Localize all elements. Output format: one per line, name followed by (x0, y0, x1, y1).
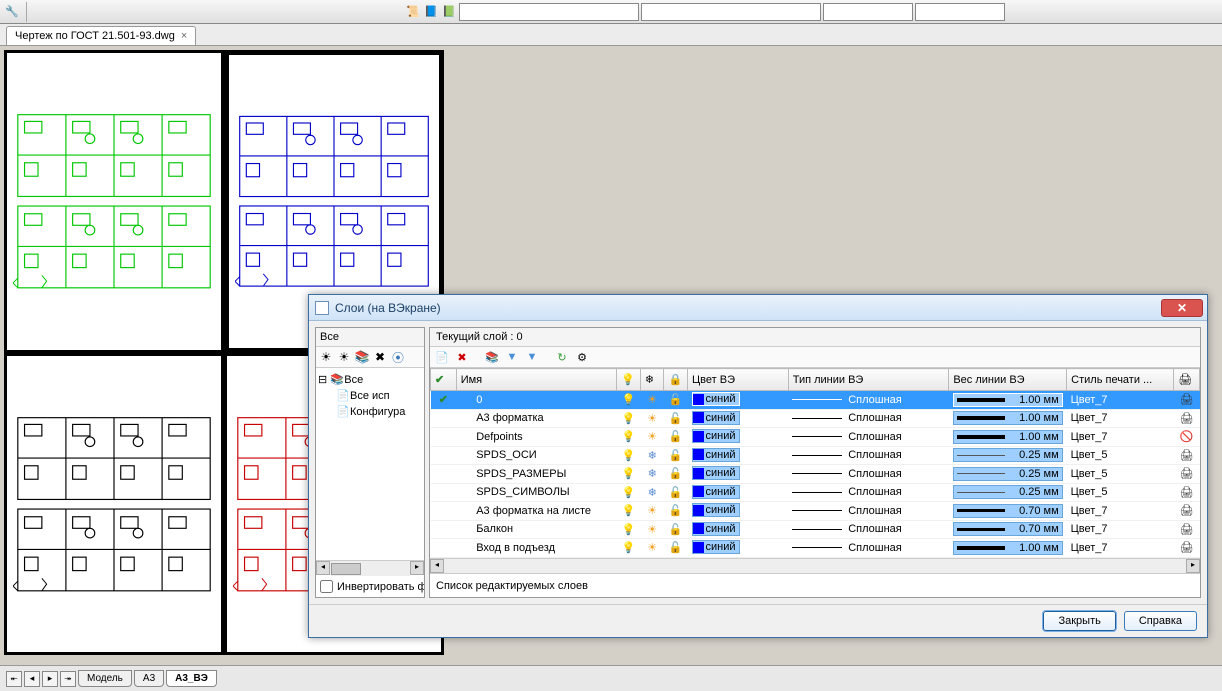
layer-row[interactable]: Балкон 💡 ☀ 🔓 синий Сплошная 0.70 мм Цвет… (431, 520, 1200, 539)
layer-note: Список редактируемых слоев (430, 573, 1200, 598)
layer-row[interactable]: А3 форматка на листе 💡 ☀ 🔓 синий Сплошна… (431, 502, 1200, 521)
layer-hscroll[interactable]: ◂▸ (430, 558, 1200, 573)
filter-header: Все (316, 328, 424, 347)
close-tab-icon[interactable]: × (181, 30, 187, 42)
top-toolbar: 🔧 📜 📘 📗 (0, 0, 1222, 24)
settings-icon[interactable]: ⚙ (574, 349, 590, 365)
layer-icon-1[interactable]: 📜 (405, 3, 421, 21)
tree-child-1[interactable]: Конфигура (350, 406, 405, 418)
tool-icon[interactable]: 🔧 (4, 3, 20, 21)
col-print[interactable]: 🖨 (1174, 369, 1200, 391)
new-filter-icon[interactable]: ☀ (318, 349, 334, 365)
layers-dialog: Слои (на ВЭкране) ✕ Все ☀ ☀ 📚 ✖ ⦿ ⊟ 📚Все… (308, 294, 1208, 638)
layer-row[interactable]: А3 форматка 💡 ☀ 🔓 синий Сплошная 1.00 мм… (431, 409, 1200, 428)
close-button[interactable]: Закрыть (1043, 611, 1115, 631)
new-group-icon[interactable]: ☀ (336, 349, 352, 365)
nav-prev[interactable]: ◂ (24, 671, 40, 687)
col-current[interactable]: ✔ (431, 369, 457, 391)
field-2[interactable] (641, 3, 821, 21)
dialog-icon (315, 301, 329, 315)
layer-icon-2[interactable]: 📘 (423, 3, 439, 21)
invert-label: Инвертировать ф (337, 581, 424, 593)
help-button[interactable]: Справка (1124, 611, 1197, 631)
filter-icon[interactable]: ▼ (504, 349, 520, 365)
new-layer-icon[interactable]: 📄 (434, 349, 450, 365)
filter2-icon[interactable]: ▼ (524, 349, 540, 365)
nav-next[interactable]: ▸ (42, 671, 58, 687)
file-tabs: Чертеж по ГОСТ 21.501-93.dwg × (0, 24, 1222, 46)
tree-child-0[interactable]: Все исп (350, 390, 390, 402)
layer-row[interactable]: SPDS_РАЗМЕРЫ 💡 ❄ 🔓 синий Сплошная 0.25 м… (431, 465, 1200, 484)
col-lock[interactable]: 🔒 (664, 369, 688, 391)
layer-states-icon[interactable]: 📚 (354, 349, 370, 365)
dialog-titlebar[interactable]: Слои (на ВЭкране) ✕ (309, 295, 1207, 321)
file-tab-label: Чертеж по ГОСТ 21.501-93.dwg (15, 30, 175, 42)
current-layer-status: Текущий слой : 0 (430, 328, 1200, 347)
layer-row[interactable]: Defpoints 💡 ☀ 🔓 синий Сплошная 1.00 мм Ц… (431, 428, 1200, 447)
dialog-footer: Закрыть Справка (309, 604, 1207, 637)
dialog-close-button[interactable]: ✕ (1161, 299, 1203, 317)
viewport-0[interactable] (6, 52, 222, 351)
layer-toolbar: 📄 ✖ 📚 ▼ ▼ ↻ ⚙ (430, 347, 1200, 368)
field-3[interactable] (823, 3, 913, 21)
col-name[interactable]: Имя (456, 369, 617, 391)
layer-list-panel: Текущий слой : 0 📄 ✖ 📚 ▼ ▼ ↻ ⚙ ✔ Имя 💡 (429, 327, 1201, 598)
filter-panel: Все ☀ ☀ 📚 ✖ ⦿ ⊟ 📚Все 📄Все исп 📄Конфигура… (315, 327, 425, 598)
file-tab[interactable]: Чертеж по ГОСТ 21.501-93.dwg × (6, 26, 196, 45)
layer-table: ✔ Имя 💡 ❄ 🔒 Цвет ВЭ Тип линии ВЭ Вес лин… (430, 368, 1200, 558)
filter-tree[interactable]: ⊟ 📚Все 📄Все исп 📄Конфигура (316, 368, 424, 560)
refresh-icon[interactable]: ↻ (554, 349, 570, 365)
field-1[interactable] (459, 3, 639, 21)
tab-a3-ve[interactable]: А3_ВЭ (166, 670, 217, 687)
col-on[interactable]: 💡 (617, 369, 641, 391)
dialog-title: Слои (на ВЭкране) (335, 301, 1161, 315)
viewport-2[interactable] (6, 355, 222, 654)
invert-filter[interactable]: Инвертировать ф (316, 576, 424, 597)
layer-row[interactable]: ✔ 0 💡 ☀ 🔓 синий Сплошная 1.00 мм Цвет_7 … (431, 391, 1200, 410)
field-4[interactable] (915, 3, 1005, 21)
layer-row[interactable]: SPDS_ОСИ 💡 ❄ 🔓 синий Сплошная 0.25 мм Цв… (431, 446, 1200, 465)
tab-a3[interactable]: А3 (134, 670, 164, 687)
nav-first[interactable]: ⯬ (6, 671, 22, 687)
layer-row[interactable]: SPDS_СИМВОЛЫ 💡 ❄ 🔓 синий Сплошная 0.25 м… (431, 483, 1200, 502)
col-color[interactable]: Цвет ВЭ (688, 369, 789, 391)
tab-model[interactable]: Модель (78, 670, 132, 687)
nav-last[interactable]: ⯮ (60, 671, 76, 687)
refresh-filter-icon[interactable]: ⦿ (390, 349, 406, 365)
filter-toolbar: ☀ ☀ 📚 ✖ ⦿ (316, 347, 424, 368)
layer-icon-3[interactable]: 📗 (441, 3, 457, 21)
col-pstyle[interactable]: Стиль печати ... (1067, 369, 1174, 391)
delete-filter-icon[interactable]: ✖ (372, 349, 388, 365)
filter-hscroll[interactable]: ◂▸ (316, 560, 424, 576)
tree-root[interactable]: Все (344, 374, 363, 386)
col-lweight[interactable]: Вес линии ВЭ (949, 369, 1067, 391)
freeze-icon[interactable]: 📚 (484, 349, 500, 365)
invert-checkbox[interactable] (320, 580, 333, 593)
layer-row[interactable]: Вход в подъезд 💡 ☀ 🔓 синий Сплошная 1.00… (431, 539, 1200, 558)
col-ltype[interactable]: Тип линии ВЭ (788, 369, 949, 391)
bottom-tabs: ⯬ ◂ ▸ ⯮ Модель А3 А3_ВЭ (0, 665, 1222, 691)
delete-layer-icon[interactable]: ✖ (454, 349, 470, 365)
col-freeze[interactable]: ❄ (640, 369, 664, 391)
